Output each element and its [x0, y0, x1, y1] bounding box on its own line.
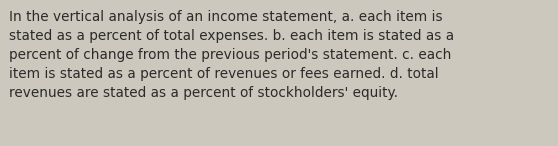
Text: In the vertical analysis of an income statement, a. each item is
stated as a per: In the vertical analysis of an income st…	[9, 10, 454, 100]
